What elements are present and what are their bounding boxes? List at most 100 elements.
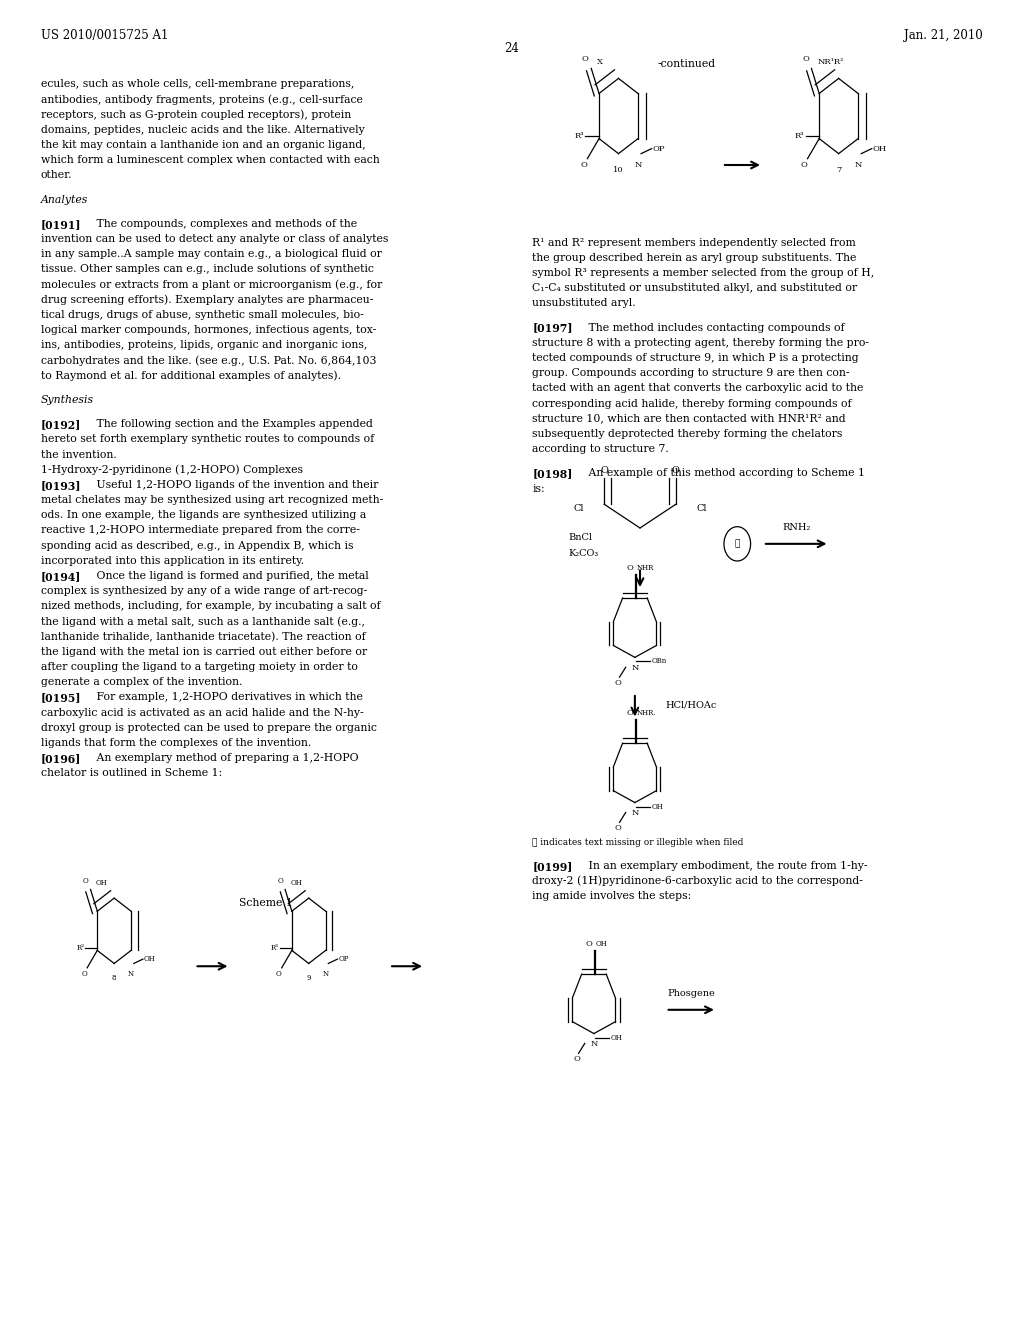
Text: ins, antibodies, proteins, lipids, organic and inorganic ions,: ins, antibodies, proteins, lipids, organ… (41, 341, 368, 350)
Text: O: O (627, 709, 634, 718)
Text: other.: other. (41, 170, 73, 181)
Text: OH: OH (95, 879, 108, 887)
Text: O: O (672, 466, 680, 475)
Text: nized methods, including, for example, by incubating a salt of: nized methods, including, for example, b… (41, 602, 381, 611)
Text: ⓖ indicates text missing or illegible when filed: ⓖ indicates text missing or illegible wh… (532, 838, 743, 847)
Text: [0198]: [0198] (532, 469, 572, 479)
Text: O: O (801, 161, 808, 169)
Text: OH: OH (290, 879, 302, 887)
Text: corresponding acid halide, thereby forming compounds of: corresponding acid halide, thereby formi… (532, 399, 852, 408)
Text: N: N (634, 161, 642, 169)
Text: An exemplary method of preparing a 1,2-HOPO: An exemplary method of preparing a 1,2-H… (86, 754, 358, 763)
Text: OH: OH (595, 940, 607, 948)
Text: O: O (614, 678, 622, 688)
Text: O: O (614, 824, 622, 833)
Text: ligands that form the complexes of the invention.: ligands that form the complexes of the i… (41, 738, 311, 748)
Text: O: O (586, 940, 593, 948)
Text: Once the ligand is formed and purified, the metal: Once the ligand is formed and purified, … (86, 572, 369, 581)
Text: ing amide involves the steps:: ing amide involves the steps: (532, 891, 692, 902)
Text: O: O (83, 876, 88, 884)
Text: N: N (590, 1040, 598, 1048)
Text: structure 8 with a protecting agent, thereby forming the pro-: structure 8 with a protecting agent, the… (532, 338, 869, 347)
Text: Jan. 21, 2010: Jan. 21, 2010 (904, 29, 983, 42)
Text: generate a complex of the invention.: generate a complex of the invention. (41, 677, 243, 688)
Text: OP: OP (652, 145, 665, 153)
Text: structure 10, which are then contacted with HNR¹R² and: structure 10, which are then contacted w… (532, 413, 846, 424)
Text: N: N (323, 970, 329, 978)
Text: HCl/HOAc: HCl/HOAc (666, 701, 717, 709)
Text: unsubstituted aryl.: unsubstituted aryl. (532, 298, 636, 309)
Text: Useful 1,2-HOPO ligands of the invention and their: Useful 1,2-HOPO ligands of the invention… (86, 480, 379, 490)
Text: O: O (802, 55, 809, 63)
Text: OH: OH (610, 1034, 623, 1041)
Text: The method includes contacting compounds of: The method includes contacting compounds… (578, 322, 844, 333)
Text: C₁-C₄ substituted or unsubstituted alkyl, and substituted or: C₁-C₄ substituted or unsubstituted alkyl… (532, 282, 858, 293)
Text: [0192]: [0192] (41, 420, 81, 430)
Text: O: O (582, 55, 589, 63)
Text: ecules, such as whole cells, cell-membrane preparations,: ecules, such as whole cells, cell-membra… (41, 79, 354, 90)
Text: the kit may contain a lanthanide ion and an organic ligand,: the kit may contain a lanthanide ion and… (41, 140, 366, 150)
Text: the ligand with a metal salt, such as a lanthanide salt (e.g.,: the ligand with a metal salt, such as a … (41, 616, 365, 627)
Text: The compounds, complexes and methods of the: The compounds, complexes and methods of … (86, 219, 357, 228)
Text: [0199]: [0199] (532, 861, 572, 871)
Text: antibodies, antibody fragments, proteins (e.g., cell-surface: antibodies, antibody fragments, proteins… (41, 95, 362, 106)
Text: K₂CO₃: K₂CO₃ (568, 549, 599, 557)
Text: ods. In one example, the ligands are synthesized utilizing a: ods. In one example, the ligands are syn… (41, 511, 367, 520)
Text: to Raymond et al. for additional examples of analytes).: to Raymond et al. for additional example… (41, 371, 341, 381)
Text: R¹ and R² represent members independently selected from: R¹ and R² represent members independentl… (532, 238, 856, 248)
Text: For example, 1,2-HOPO derivatives in which the: For example, 1,2-HOPO derivatives in whi… (86, 693, 362, 702)
Text: N: N (854, 161, 862, 169)
Text: molecules or extracts from a plant or microorganism (e.g., for: molecules or extracts from a plant or mi… (41, 280, 382, 290)
Text: 24: 24 (505, 42, 519, 55)
Text: Synthesis: Synthesis (41, 395, 94, 405)
Text: Cl: Cl (696, 504, 707, 512)
Text: [0194]: [0194] (41, 572, 81, 582)
Text: 10: 10 (613, 166, 624, 174)
Text: RNH₂: RNH₂ (782, 523, 811, 532)
Text: O: O (278, 876, 283, 884)
Text: -continued: -continued (657, 59, 715, 70)
Text: R³: R³ (574, 132, 585, 140)
Text: the invention.: the invention. (41, 450, 117, 459)
Text: US 2010/0015725 A1: US 2010/0015725 A1 (41, 29, 168, 42)
Text: logical marker compounds, hormones, infectious agents, tox-: logical marker compounds, hormones, infe… (41, 325, 376, 335)
Text: is:: is: (532, 483, 545, 494)
Text: X: X (597, 58, 603, 66)
Text: the group described herein as aryl group substituents. The: the group described herein as aryl group… (532, 253, 857, 263)
Text: drug screening efforts). Exemplary analytes are pharmaceu-: drug screening efforts). Exemplary analy… (41, 294, 374, 305)
Text: Phosgene: Phosgene (668, 989, 715, 998)
Text: N: N (631, 664, 639, 672)
Text: hereto set forth exemplary synthetic routes to compounds of: hereto set forth exemplary synthetic rou… (41, 434, 374, 445)
Text: Cl: Cl (573, 504, 584, 512)
Text: sponding acid as described, e.g., in Appendix B, which is: sponding acid as described, e.g., in App… (41, 541, 353, 550)
Text: 1-Hydroxy-2-pyridinone (1,2-HOPO) Complexes: 1-Hydroxy-2-pyridinone (1,2-HOPO) Comple… (41, 465, 303, 475)
Text: O: O (581, 161, 588, 169)
Text: droxyl group is protected can be used to prepare the organic: droxyl group is protected can be used to… (41, 723, 377, 733)
Text: NHR: NHR (636, 564, 653, 573)
Text: after coupling the ligand to a targeting moiety in order to: after coupling the ligand to a targeting… (41, 663, 357, 672)
Text: tacted with an agent that converts the carboxylic acid to the: tacted with an agent that converts the c… (532, 383, 864, 393)
Text: [0195]: [0195] (41, 693, 82, 704)
Text: The following section and the Examples appended: The following section and the Examples a… (86, 420, 373, 429)
Text: R³: R³ (271, 944, 279, 952)
Text: receptors, such as G-protein coupled receptors), protein: receptors, such as G-protein coupled rec… (41, 110, 351, 120)
Text: In an exemplary embodiment, the route from 1-hy-: In an exemplary embodiment, the route fr… (578, 861, 867, 871)
Text: O: O (627, 564, 634, 573)
Text: [0197]: [0197] (532, 322, 573, 334)
Text: subsequently deprotected thereby forming the chelators: subsequently deprotected thereby forming… (532, 429, 843, 438)
Text: droxy-2 (1H)pyridinone-6-carboxylic acid to the correspond-: droxy-2 (1H)pyridinone-6-carboxylic acid… (532, 876, 863, 887)
Text: invention can be used to detect any analyte or class of analytes: invention can be used to detect any anal… (41, 234, 388, 244)
Text: O: O (573, 1056, 581, 1064)
Text: BnCl: BnCl (568, 533, 592, 541)
Text: NHR.: NHR. (636, 709, 656, 718)
Text: incorporated into this application in its entirety.: incorporated into this application in it… (41, 556, 304, 566)
Text: N: N (128, 970, 134, 978)
Text: OP: OP (338, 956, 348, 964)
Text: tissue. Other samples can e.g., include solutions of synthetic: tissue. Other samples can e.g., include … (41, 264, 374, 275)
Text: tical drugs, drugs of abuse, synthetic small molecules, bio-: tical drugs, drugs of abuse, synthetic s… (41, 310, 364, 319)
Text: domains, peptides, nucleic acids and the like. Alternatively: domains, peptides, nucleic acids and the… (41, 124, 365, 135)
Text: 7: 7 (836, 166, 842, 174)
Text: OH: OH (872, 145, 887, 153)
Text: chelator is outlined in Scheme 1:: chelator is outlined in Scheme 1: (41, 768, 222, 779)
Text: OH: OH (651, 803, 664, 810)
